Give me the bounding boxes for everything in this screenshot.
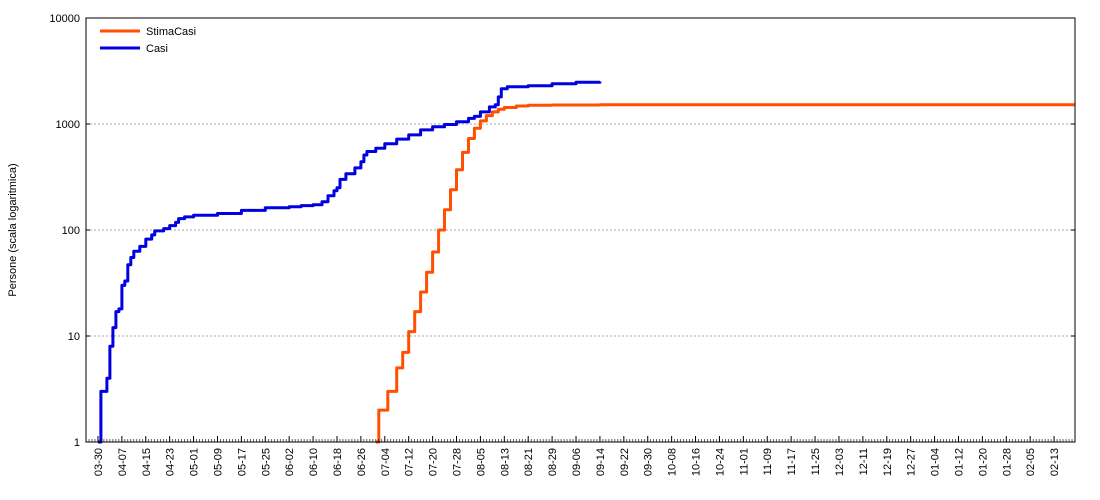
- y-tick-label: 10000: [49, 13, 80, 25]
- x-tick-label: 08-05: [475, 448, 487, 476]
- x-tick-label: 04-07: [117, 448, 129, 476]
- x-tick-label: 04-23: [165, 448, 177, 476]
- x-tick-label: 09-30: [643, 448, 655, 476]
- x-tick-label: 08-13: [499, 448, 511, 476]
- x-tick-label: 05-17: [236, 448, 248, 476]
- series-line-stimacasi: [375, 103, 1075, 444]
- x-tick-label: 02-05: [1025, 448, 1037, 476]
- x-tick-label: 07-04: [380, 448, 392, 476]
- x-tick-label: 06-26: [356, 448, 368, 476]
- y-tick-label: 100: [62, 225, 80, 237]
- x-tick-label: 07-12: [404, 448, 416, 476]
- x-tick-label: 11-09: [762, 448, 774, 475]
- x-tick-label: 05-09: [212, 448, 224, 476]
- y-tick-label: 1: [74, 437, 80, 449]
- series-line-casi: [98, 80, 602, 444]
- x-tick-label: 11-01: [738, 448, 750, 475]
- x-tick-label: 12-11: [858, 448, 870, 475]
- y-tick-label: 1000: [56, 119, 80, 131]
- x-tick-label: 09-14: [595, 448, 607, 476]
- x-tick-label: 12-03: [834, 448, 846, 476]
- legend-label: Casi: [146, 43, 168, 55]
- x-tick-label: 11-25: [810, 448, 822, 475]
- x-tick-label: 06-02: [284, 448, 296, 476]
- x-axis: 03-30 04-07 04-15 04-23 05-01 05-09 05-17 05-25…: [85, 436, 1076, 476]
- x-tick-label: 06-10: [308, 448, 320, 476]
- y-axis: 1 10 100 1000 10000: [49, 13, 1075, 449]
- x-tick-label: 05-25: [260, 448, 272, 476]
- x-tick-label: 07-20: [428, 448, 440, 476]
- x-tick-label: 05-01: [189, 448, 201, 476]
- x-tick-label: 12-19: [882, 448, 894, 476]
- grid-lines: [86, 123, 1075, 337]
- x-tick-label: 11-17: [786, 448, 798, 475]
- x-tick-label: 07-28: [452, 448, 464, 476]
- x-tick-label: 06-18: [332, 448, 344, 476]
- x-tick-label: 10-24: [714, 448, 726, 476]
- x-tick-label: 03-30: [93, 448, 105, 476]
- x-tick-label: 09-22: [619, 448, 631, 476]
- y-axis-label: Persone (scala logaritmica): [7, 163, 19, 296]
- x-tick-label: 02-13: [1049, 448, 1061, 476]
- legend-label: StimaCasi: [146, 26, 196, 38]
- x-tick-label: 10-16: [691, 448, 703, 476]
- series-lines: [98, 80, 1075, 444]
- x-tick-label: 01-28: [1001, 448, 1013, 476]
- legend: StimaCasi Casi: [100, 26, 196, 55]
- x-tick-label: 08-29: [547, 448, 559, 476]
- x-tick-label: 08-21: [523, 448, 535, 476]
- x-tick-label: 09-06: [571, 448, 583, 476]
- x-tick-label: 01-20: [977, 448, 989, 476]
- y-tick-label: 10: [68, 331, 80, 343]
- x-tick-label: 04-15: [141, 448, 153, 476]
- x-tick-label: 01-12: [953, 448, 965, 476]
- x-tick-label: 12-27: [906, 448, 918, 476]
- x-tick-label: 01-04: [930, 448, 942, 476]
- x-tick-label: 10-08: [667, 448, 679, 476]
